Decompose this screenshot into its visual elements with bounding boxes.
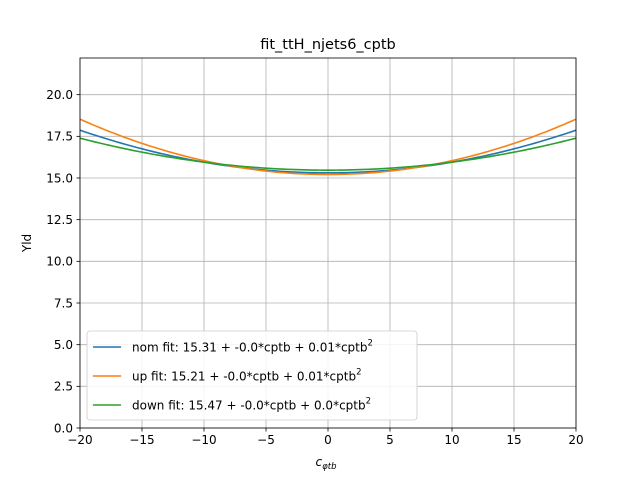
legend-sup-nom: 2 <box>368 339 373 349</box>
y-tick-label: 2.5 <box>54 380 73 394</box>
legend-sup-up: 2 <box>356 368 361 378</box>
x-axis-label-main: c <box>316 455 323 469</box>
x-tick-label: −5 <box>257 433 275 447</box>
y-axis-ticks: 0.0 2.5 5.0 7.5 10.0 12.5 15.0 17.5 20.0 <box>46 88 80 435</box>
y-tick-label: 7.5 <box>54 296 73 310</box>
y-tick-label: 0.0 <box>54 421 73 435</box>
x-tick-label: −10 <box>191 433 216 447</box>
legend-text-nom: nom fit: 15.31 + -0.0*cptb + 0.01*cptb <box>132 341 368 355</box>
legend-label-down: down fit: 15.47 + -0.0*cptb + 0.0*cptb2 <box>132 397 371 413</box>
y-tick-label: 20.0 <box>46 88 73 102</box>
series-lines <box>79 118 577 176</box>
y-tick-label: 15.0 <box>46 171 73 185</box>
legend: nom fit: 15.31 + -0.0*cptb + 0.01*cptb2 … <box>86 330 418 421</box>
y-axis-label: Yld <box>20 234 34 253</box>
series-line-down <box>79 137 577 171</box>
legend-text-down: down fit: 15.47 + -0.0*cptb + 0.0*cptb <box>132 399 366 413</box>
legend-text-up: up fit: 15.21 + -0.0*cptb + 0.01*cptb <box>132 370 356 384</box>
series-line-up <box>79 118 577 176</box>
x-tick-label: −15 <box>129 433 154 447</box>
x-tick-label: 20 <box>568 433 583 447</box>
y-tick-label: 12.5 <box>46 213 73 227</box>
x-axis-label-sub: φtb <box>322 462 336 472</box>
x-tick-label: −20 <box>67 433 92 447</box>
x-axis-ticks: −20 −15 −10 −5 0 5 10 15 20 <box>67 428 584 447</box>
chart-title: fit_ttH_njets6_cptb <box>260 37 396 53</box>
y-tick-label: 10.0 <box>46 255 73 269</box>
y-tick-label: 5.0 <box>54 338 73 352</box>
legend-sup-down: 2 <box>366 397 371 407</box>
series-line-nom <box>79 129 577 174</box>
x-tick-label: 10 <box>444 433 459 447</box>
x-tick-label: 0 <box>324 433 332 447</box>
y-tick-label: 17.5 <box>46 130 73 144</box>
legend-label-up: up fit: 15.21 + -0.0*cptb + 0.01*cptb2 <box>132 368 362 384</box>
x-axis-label: cφtb <box>316 455 337 472</box>
legend-box <box>86 330 418 421</box>
legend-label-nom: nom fit: 15.31 + -0.0*cptb + 0.01*cptb2 <box>132 339 373 355</box>
x-tick-label: 5 <box>386 433 394 447</box>
x-tick-label: 15 <box>506 433 521 447</box>
